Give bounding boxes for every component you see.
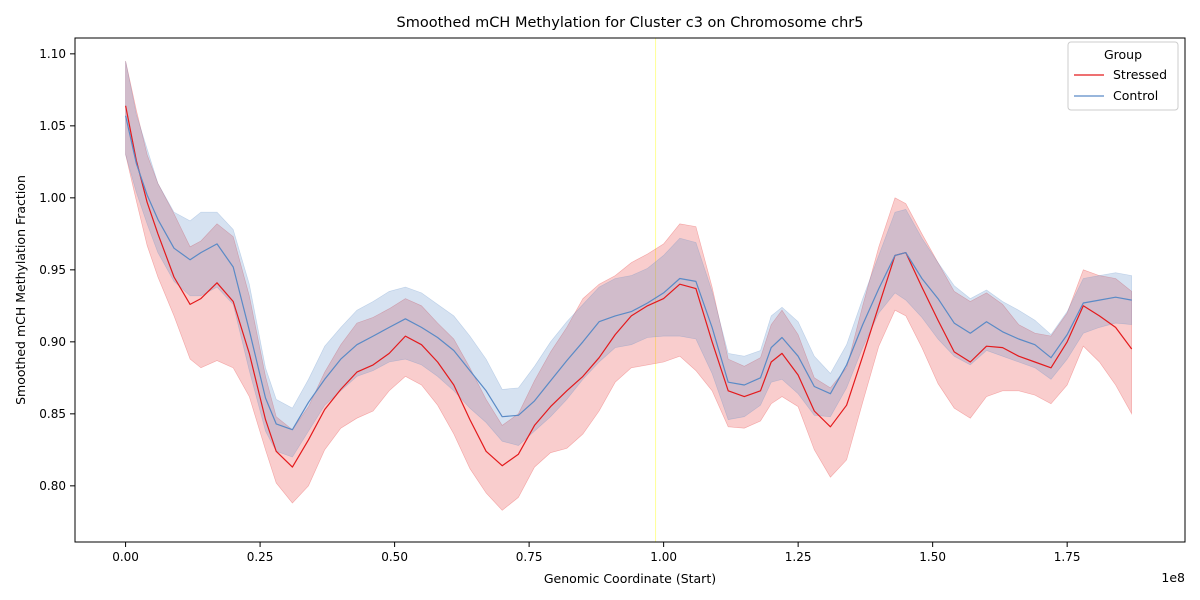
plot-area	[125, 38, 1133, 542]
legend: Group Stressed Control	[1067, 41, 1179, 111]
legend-label-stressed: Stressed	[1113, 67, 1167, 82]
y-tick-label: 1.10	[39, 47, 66, 61]
y-tick-label: 0.95	[39, 263, 66, 277]
x-tick-label: 0.50	[381, 550, 408, 564]
y-axis-label: Smoothed mCH Methylation Fraction	[13, 175, 28, 405]
series-line-control	[125, 115, 1132, 431]
x-tick-label: 0.00	[112, 550, 139, 564]
x-tick-label: 1.50	[919, 550, 946, 564]
x-tick-label: 1.00	[650, 550, 677, 564]
x-axis-label: Genomic Coordinate (Start)	[544, 571, 716, 586]
confidence-band-control	[125, 60, 1132, 458]
x-tick-label: 1.75	[1054, 550, 1081, 564]
y-tick-label: 1.00	[39, 191, 66, 205]
legend-label-control: Control	[1113, 88, 1158, 103]
series-line-stressed	[125, 105, 1133, 468]
x-tick-label: 0.75	[516, 550, 543, 564]
legend-title: Group	[1104, 47, 1142, 62]
y-tick-label: 0.80	[39, 479, 66, 493]
x-tick-label: 0.25	[247, 550, 274, 564]
confidence-band-stressed	[125, 60, 1132, 511]
x-axis-offset-label: 1e8	[1161, 570, 1185, 585]
y-tick-label: 0.90	[39, 335, 66, 349]
chart-title: Smoothed mCH Methylation for Cluster c3 …	[397, 15, 864, 31]
x-tick-label: 1.25	[785, 550, 812, 564]
plot-frame	[74, 37, 1186, 543]
y-tick-label: 1.05	[39, 119, 66, 133]
legend-box	[1067, 41, 1179, 111]
y-tick-label: 0.85	[39, 407, 66, 421]
y-axis: 0.80 0.85 0.90 0.95 1.00 1.05 1.10	[39, 47, 75, 493]
x-axis: 0.00 0.25 0.50 0.75 1.00 1.25 1.50 1.75	[112, 542, 1081, 564]
